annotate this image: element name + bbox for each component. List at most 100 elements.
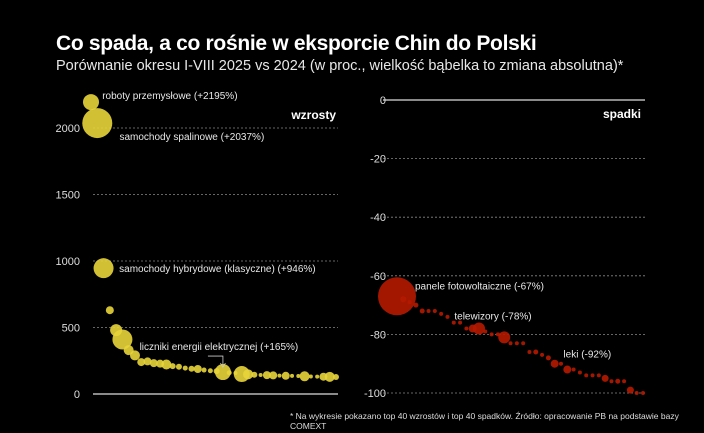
bubble: [105, 306, 114, 315]
bubble: [243, 369, 254, 380]
bubble: [201, 367, 207, 373]
bubble: [413, 302, 419, 308]
annotation-label: liczniki energii elektrycznej (+165%): [140, 342, 299, 353]
bubble: [451, 320, 456, 325]
bubble: [296, 374, 301, 379]
bubble: [550, 359, 559, 368]
bubble: [281, 371, 290, 380]
bubble: [143, 357, 152, 366]
bubble: [473, 322, 485, 335]
panel-label: spadki: [603, 107, 641, 121]
annotation-label: telewizory (-78%): [454, 312, 531, 323]
annotation-label: roboty przemysłowe (+2195%): [102, 91, 237, 102]
bubble: [110, 324, 123, 337]
bubble: [175, 363, 182, 370]
bubble: [577, 370, 582, 375]
annotation-label: leki (-92%): [563, 350, 611, 361]
bubble: [129, 350, 140, 361]
bubble: [521, 341, 526, 346]
y-tick-label: -60: [370, 271, 386, 283]
bubble: [182, 365, 188, 371]
y-tick-label: 2000: [56, 123, 80, 135]
panel-label: wzrosty: [290, 108, 336, 122]
bubble: [468, 324, 477, 333]
bubble: [378, 277, 416, 316]
chart-title: Co spada, a co rośnie w eksporcie Chin d…: [56, 32, 537, 55]
bubble: [308, 374, 313, 379]
bubble: [615, 378, 621, 384]
bubble: [277, 373, 282, 378]
bubble: [626, 386, 634, 394]
bubble: [251, 371, 258, 378]
bubble: [315, 374, 320, 379]
bubble: [495, 332, 500, 337]
annotation-label: samochody hybrydowe (klasyczne) (+946%): [119, 264, 315, 275]
bubble: [498, 331, 511, 344]
bubble: [596, 373, 601, 378]
y-tick-label: 1000: [56, 256, 80, 268]
footnote: * Na wykresie pokazano top 40 wzrostów i…: [290, 411, 679, 431]
bubble: [622, 379, 627, 384]
bubble: [508, 341, 513, 346]
bubble: [533, 349, 539, 355]
bubble: [213, 368, 220, 375]
bubble: [93, 258, 114, 279]
bubble: [400, 296, 407, 303]
bubble: [319, 372, 328, 381]
bubble: [445, 314, 450, 319]
bubble: [262, 371, 271, 380]
bubble: [169, 363, 176, 370]
bubble: [641, 391, 645, 395]
bubble: [233, 370, 238, 375]
bubble: [527, 349, 532, 354]
bubble: [464, 326, 469, 331]
y-tick-label: -40: [370, 212, 386, 224]
bubble: [540, 352, 545, 357]
y-tick-label: -20: [370, 154, 386, 166]
bubble: [324, 371, 335, 382]
bubble: [83, 94, 99, 111]
bubble: [188, 365, 195, 372]
y-tick-label: -100: [364, 388, 386, 400]
bubble: [161, 359, 172, 370]
wzrosty-panel: 0 500 1000 1500 2000 wzrosty roboty przemysłow…: [56, 91, 339, 401]
bubble: [407, 300, 412, 305]
bubble: [214, 364, 231, 381]
bubble: [193, 364, 202, 373]
annotation-arrow: [207, 355, 224, 366]
y-tick-label: 0: [380, 95, 386, 107]
bubble: [333, 373, 339, 380]
bubble: [601, 374, 609, 382]
bubble: [514, 341, 519, 346]
bubble: [483, 329, 488, 334]
bubble: [290, 373, 295, 378]
chart-subtitle: Porównanie okresu I-VIII 2025 vs 2024 (w…: [56, 58, 624, 74]
bubble: [590, 373, 595, 378]
bubble: [563, 365, 572, 374]
bubble: [489, 332, 494, 337]
bubble: [432, 308, 437, 313]
bubble: [137, 358, 146, 367]
spadki-panel: 0 -20 -40 -60 -80 -100 spadki panele fotowoltai…: [364, 95, 645, 400]
bubble: [426, 308, 431, 313]
bubble: [545, 355, 551, 361]
bubble: [258, 372, 263, 377]
bubble: [207, 368, 213, 374]
y-tick-label: 500: [62, 323, 80, 335]
bubble: [609, 379, 614, 384]
bubble: [559, 361, 563, 366]
bubble: [419, 308, 425, 314]
y-tick-label: -80: [370, 329, 386, 341]
bubble: [82, 108, 113, 139]
bubble: [299, 371, 310, 382]
bubble: [269, 371, 278, 380]
bubble: [156, 359, 165, 368]
bubble: [439, 311, 444, 316]
annotation-label: samochody spalinowe (+2037%): [119, 132, 264, 143]
bubble: [571, 367, 576, 372]
bubble: [149, 359, 158, 368]
y-tick-label: 1500: [56, 190, 80, 202]
bubble: [226, 370, 232, 376]
bubble: [634, 391, 639, 395]
